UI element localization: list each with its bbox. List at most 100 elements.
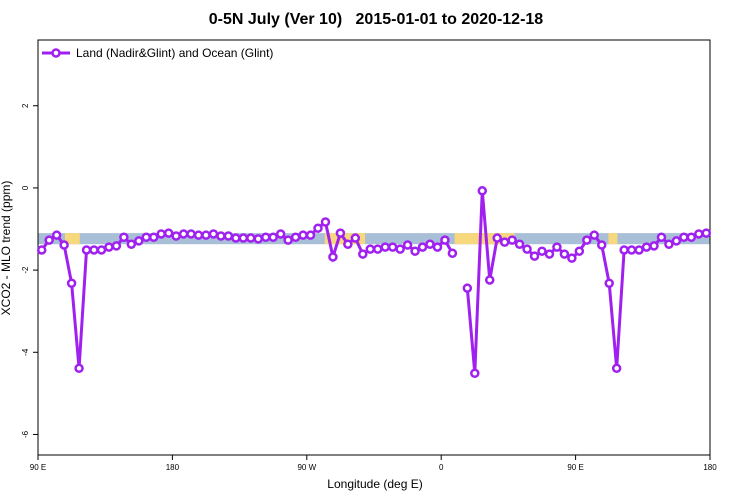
x-axis-label: Longitude (deg E) (327, 477, 422, 491)
data-point (283, 235, 293, 245)
data-point (178, 229, 189, 239)
data-point (186, 229, 196, 239)
data-point (507, 235, 517, 245)
data-point (447, 248, 458, 259)
data-point (156, 229, 166, 239)
data-point (275, 229, 286, 239)
data-point (514, 239, 525, 249)
data-point (701, 228, 712, 238)
data-point (59, 240, 69, 250)
data-point (470, 368, 480, 378)
data-point (694, 229, 704, 239)
legend-marker (51, 48, 61, 58)
data-point (320, 217, 331, 227)
data-point (305, 230, 316, 240)
y-axis-label: XCO2 - MLO trend (ppm) (0, 181, 13, 316)
data-point (148, 232, 159, 242)
data-point (589, 230, 600, 240)
data-point (544, 249, 555, 259)
data-point (44, 235, 54, 245)
data-point (492, 233, 502, 243)
data-point (358, 249, 368, 259)
data-point (417, 242, 428, 252)
data-point (619, 245, 629, 255)
data-point (679, 232, 689, 242)
data-point (119, 232, 129, 242)
data-point (134, 236, 144, 246)
data-point (66, 278, 77, 288)
y-tick-label: 2 (21, 103, 30, 108)
data-point (611, 363, 622, 374)
data-point (171, 231, 181, 241)
data-point (111, 241, 122, 251)
data-point (365, 244, 376, 254)
x-tick-label: 90 E (567, 463, 583, 472)
y-tick-label: -4 (21, 348, 30, 356)
data-point (51, 230, 62, 240)
data-point (410, 246, 420, 256)
y-tick-label: 0 (21, 185, 30, 190)
ocean-band (38, 233, 710, 245)
data-point (380, 242, 390, 252)
data-point (462, 283, 473, 293)
data-point (238, 233, 249, 243)
data-point (656, 232, 667, 242)
data-point (268, 232, 278, 242)
data-point (104, 242, 114, 252)
data-point (163, 228, 174, 238)
data-point (522, 244, 532, 254)
data-point (231, 233, 241, 243)
data-point (96, 245, 107, 255)
data-point (246, 233, 256, 243)
land-band (64, 233, 80, 245)
data-point (484, 275, 495, 285)
data-point (260, 232, 271, 242)
data-point (328, 252, 338, 262)
data-point (74, 363, 84, 374)
data-point (567, 253, 577, 263)
data-point (343, 239, 353, 249)
x-tick-label: 90 W (297, 463, 316, 472)
data-point (313, 223, 323, 233)
data-point (290, 232, 301, 242)
data-point (649, 241, 659, 251)
data-point (350, 233, 361, 243)
data-point (537, 246, 547, 256)
chart-title: 0-5N July (Ver 10) 2015-01-01 to 2020-12… (209, 11, 544, 28)
data-point (477, 186, 488, 196)
data-point (664, 239, 674, 249)
data-point (582, 235, 592, 245)
data-point (604, 278, 614, 288)
x-tick-label: 180 (703, 463, 717, 472)
data-point (372, 244, 383, 254)
y-tick-label: -6 (21, 430, 30, 438)
data-point (529, 251, 540, 261)
data-point (626, 245, 637, 255)
x-tick-label: 90 E (30, 463, 46, 472)
data-point (201, 230, 211, 240)
data-point (335, 228, 346, 238)
data-point (596, 240, 607, 250)
data-point (395, 244, 405, 254)
x-tick-label: 180 (166, 463, 180, 472)
data-point (671, 236, 682, 246)
data-point (81, 245, 92, 255)
data-point (141, 232, 152, 242)
data-point (574, 246, 585, 256)
land-band (608, 233, 618, 245)
data-point (387, 242, 398, 252)
data-point (193, 230, 204, 240)
data-point (559, 249, 570, 259)
data-point (499, 237, 510, 247)
data-point (402, 240, 413, 250)
data-point (641, 242, 652, 252)
data-point (126, 239, 137, 249)
data-point (686, 232, 697, 242)
data-point (552, 242, 562, 252)
data-point (298, 230, 308, 240)
data-point (634, 245, 644, 255)
x-tick-label: 0 (439, 463, 444, 472)
data-point (432, 242, 443, 252)
data-point (36, 245, 47, 255)
